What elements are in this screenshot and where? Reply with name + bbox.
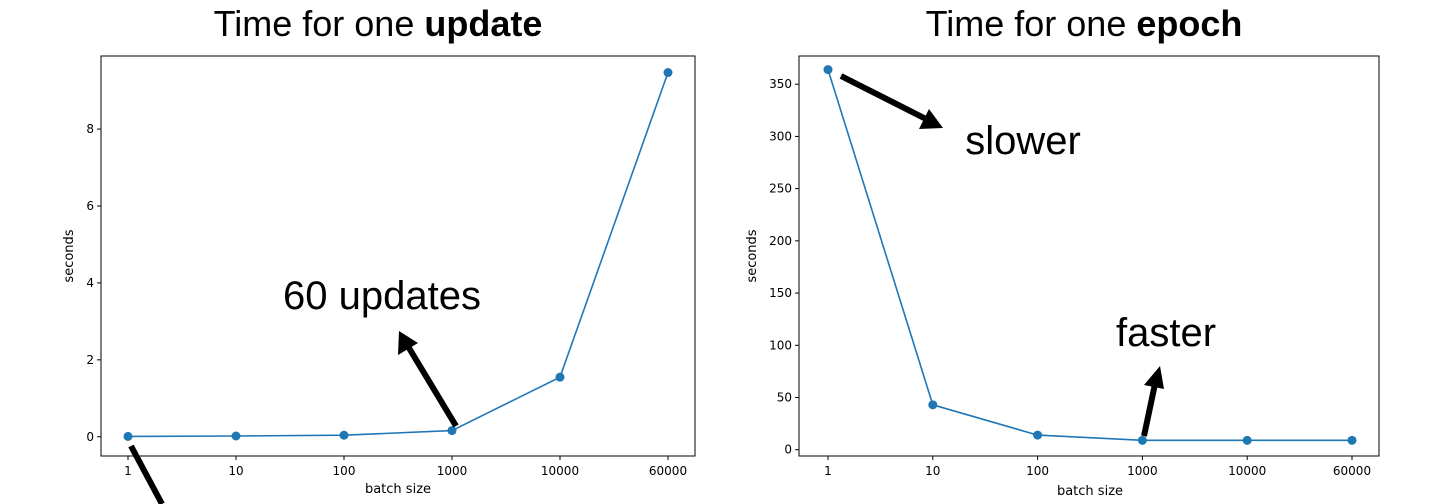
chart-epoch-ytick-label: 50 [777,391,792,405]
chart-epoch-point [823,65,833,75]
chart-epoch-point [1137,435,1147,445]
chart-epoch-xtick-label: 1000 [1127,464,1158,478]
chart-epoch-ytick-label: 350 [769,77,792,91]
chart-epoch-point [1242,435,1252,445]
chart-update-xlabel: batch size [365,482,431,497]
chart-update-ylabel: seconds [62,229,77,282]
chart-epoch-ytick-label: 0 [784,443,792,457]
chart-update-xtick-label: 60000 [649,464,687,478]
chart-epoch-xlabel: batch size [1057,484,1123,499]
chart-epoch-annotation-slower: slower [965,119,1081,163]
chart-update-xtick-label: 10 [228,464,243,478]
chart-update-series-line [127,72,669,438]
chart-epoch-ytick-label: 300 [769,129,792,143]
chart-epoch-annotation-faster: faster [1116,311,1216,355]
chart-epoch-point [1033,430,1043,440]
chart-epoch-xtick-label: 10000 [1228,464,1266,478]
chart-epoch-ytick-label: 150 [769,286,792,300]
chart-epoch-arrow-slower [839,73,928,122]
chart-epoch-series-line [827,69,1352,442]
chart-epoch-ytick-label: 250 [769,182,792,196]
chart-epoch-point [1347,435,1357,445]
chart-update-ytick-label: 6 [86,199,94,213]
chart-epoch-arrow-faster [1141,383,1158,437]
chart-update-ytick-label: 2 [86,353,94,367]
chart-epoch-arrowhead-faster [1144,366,1164,389]
chart-update-arrow-down [128,444,165,504]
chart-epoch-plot-frame [798,55,1380,457]
chart-update-xtick-label: 100 [333,464,356,478]
chart-update: Time for one update 1 10 100 1000 10000 60000… [62,3,696,504]
chart-update-xtick-label: 1000 [437,464,468,478]
chart-update-xtick-label: 10000 [541,464,579,478]
chart-epoch-xtick-label: 10 [925,464,940,478]
chart-epoch-xtick-label: 60000 [1333,464,1371,478]
chart-update-xtick-label: 1 [124,464,132,478]
chart-epoch: Time for one epoch 1 10 100 1000 10000 60000 … [745,3,1380,499]
chart-epoch-point [928,400,938,410]
chart-update-ytick-label: 8 [86,122,94,136]
chart-epoch-series [823,65,1357,445]
chart-epoch-ytick-label: 100 [769,338,792,352]
chart-update-point [123,431,133,441]
chart-epoch-title: Time for one epoch [926,3,1243,44]
chart-update-arrow-60-updates [406,346,459,428]
chart-epoch-y-axis: 0 50 100 150 200 250 300 350 [769,77,799,457]
chart-epoch-ylabel: seconds [745,229,760,282]
chart-update-annotation-60-updates: 60 updates [283,274,481,318]
chart-update-title: Time for one update [214,3,543,44]
chart-update-point [663,68,673,78]
chart-epoch-xtick-label: 1 [824,464,832,478]
chart-epoch-xtick-label: 100 [1026,464,1049,478]
chart-update-ytick-label: 4 [86,276,94,290]
chart-update-point [555,372,565,382]
chart-update-point [339,430,349,440]
chart-update-point [447,426,457,436]
chart-epoch-ytick-label: 200 [769,234,792,248]
chart-epoch-x-axis: 1 10 100 1000 10000 60000 [824,456,1371,478]
chart-update-y-axis: 0 2 4 6 8 [86,122,101,444]
chart-update-plot-frame [100,55,696,457]
chart-update-ytick-label: 0 [86,430,94,444]
chart-epoch-arrowhead-slower [919,109,943,129]
chart-update-arrowhead-60-updates [398,331,418,355]
chart-update-point [231,431,241,441]
chart-update-x-axis: 1 10 100 1000 10000 60000 [124,456,687,478]
chart-update-series [123,68,673,441]
